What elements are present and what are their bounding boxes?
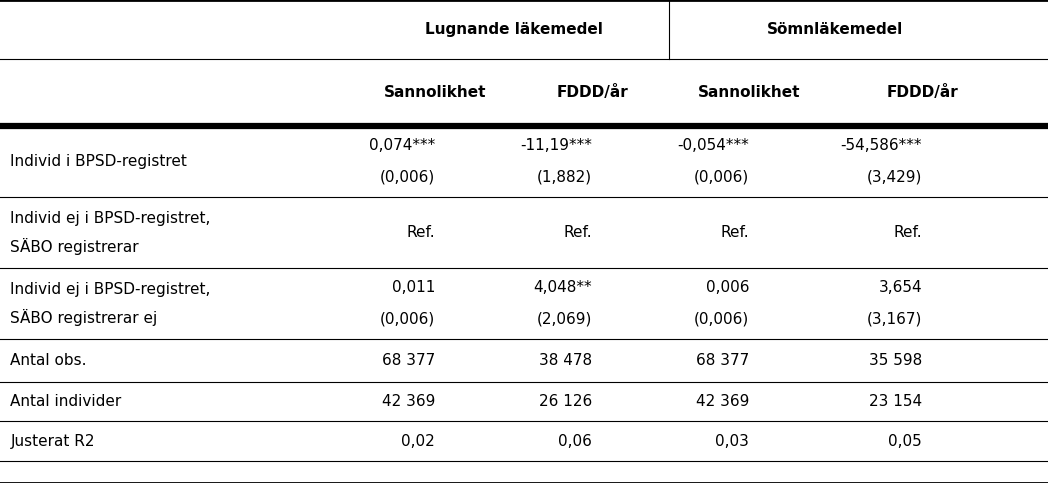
Text: Sannolikhet: Sannolikhet bbox=[384, 85, 486, 100]
Text: (0,006): (0,006) bbox=[379, 170, 435, 185]
Text: 4,048**: 4,048** bbox=[533, 281, 592, 296]
Text: 0,03: 0,03 bbox=[716, 434, 749, 449]
Text: 38 478: 38 478 bbox=[539, 353, 592, 368]
Text: 42 369: 42 369 bbox=[381, 394, 435, 409]
Text: SÄBO registrerar: SÄBO registrerar bbox=[10, 238, 139, 256]
Text: 0,05: 0,05 bbox=[889, 434, 922, 449]
Text: 35 598: 35 598 bbox=[869, 353, 922, 368]
Text: -11,19***: -11,19*** bbox=[520, 138, 592, 153]
Text: 0,06: 0,06 bbox=[559, 434, 592, 449]
Text: Ref.: Ref. bbox=[894, 225, 922, 240]
Text: 26 126: 26 126 bbox=[539, 394, 592, 409]
Text: (0,006): (0,006) bbox=[379, 312, 435, 327]
Text: Antal obs.: Antal obs. bbox=[10, 353, 87, 368]
Text: 68 377: 68 377 bbox=[381, 353, 435, 368]
Text: 68 377: 68 377 bbox=[696, 353, 749, 368]
Text: Individ ej i BPSD-registret,: Individ ej i BPSD-registret, bbox=[10, 282, 211, 297]
Text: 0,006: 0,006 bbox=[705, 281, 749, 296]
Text: (0,006): (0,006) bbox=[694, 312, 749, 327]
Text: 0,011: 0,011 bbox=[392, 281, 435, 296]
Text: Ref.: Ref. bbox=[407, 225, 435, 240]
Text: -0,054***: -0,054*** bbox=[678, 138, 749, 153]
Text: Justerat R2: Justerat R2 bbox=[10, 434, 95, 449]
Text: Sannolikhet: Sannolikhet bbox=[698, 85, 801, 100]
Text: 42 369: 42 369 bbox=[696, 394, 749, 409]
Text: Lugnande läkemedel: Lugnande läkemedel bbox=[424, 22, 603, 37]
Text: (3,429): (3,429) bbox=[867, 170, 922, 185]
Text: Individ i BPSD-registret: Individ i BPSD-registret bbox=[10, 154, 188, 169]
Text: (3,167): (3,167) bbox=[867, 312, 922, 327]
Text: Sömnläkemedel: Sömnläkemedel bbox=[767, 22, 903, 37]
Text: 23 154: 23 154 bbox=[869, 394, 922, 409]
Text: FDDD/år: FDDD/år bbox=[887, 85, 958, 100]
Text: Ref.: Ref. bbox=[564, 225, 592, 240]
Text: 3,654: 3,654 bbox=[878, 281, 922, 296]
Text: 0,074***: 0,074*** bbox=[369, 138, 435, 153]
Text: (2,069): (2,069) bbox=[537, 312, 592, 327]
Text: 0,02: 0,02 bbox=[401, 434, 435, 449]
Text: Individ ej i BPSD-registret,: Individ ej i BPSD-registret, bbox=[10, 211, 211, 226]
Text: SÄBO registrerar ej: SÄBO registrerar ej bbox=[10, 309, 158, 327]
Text: (0,006): (0,006) bbox=[694, 170, 749, 185]
Text: -54,586***: -54,586*** bbox=[840, 138, 922, 153]
Text: (1,882): (1,882) bbox=[537, 170, 592, 185]
Text: Ref.: Ref. bbox=[721, 225, 749, 240]
Text: FDDD/år: FDDD/år bbox=[556, 85, 628, 100]
Text: Antal individer: Antal individer bbox=[10, 394, 122, 409]
